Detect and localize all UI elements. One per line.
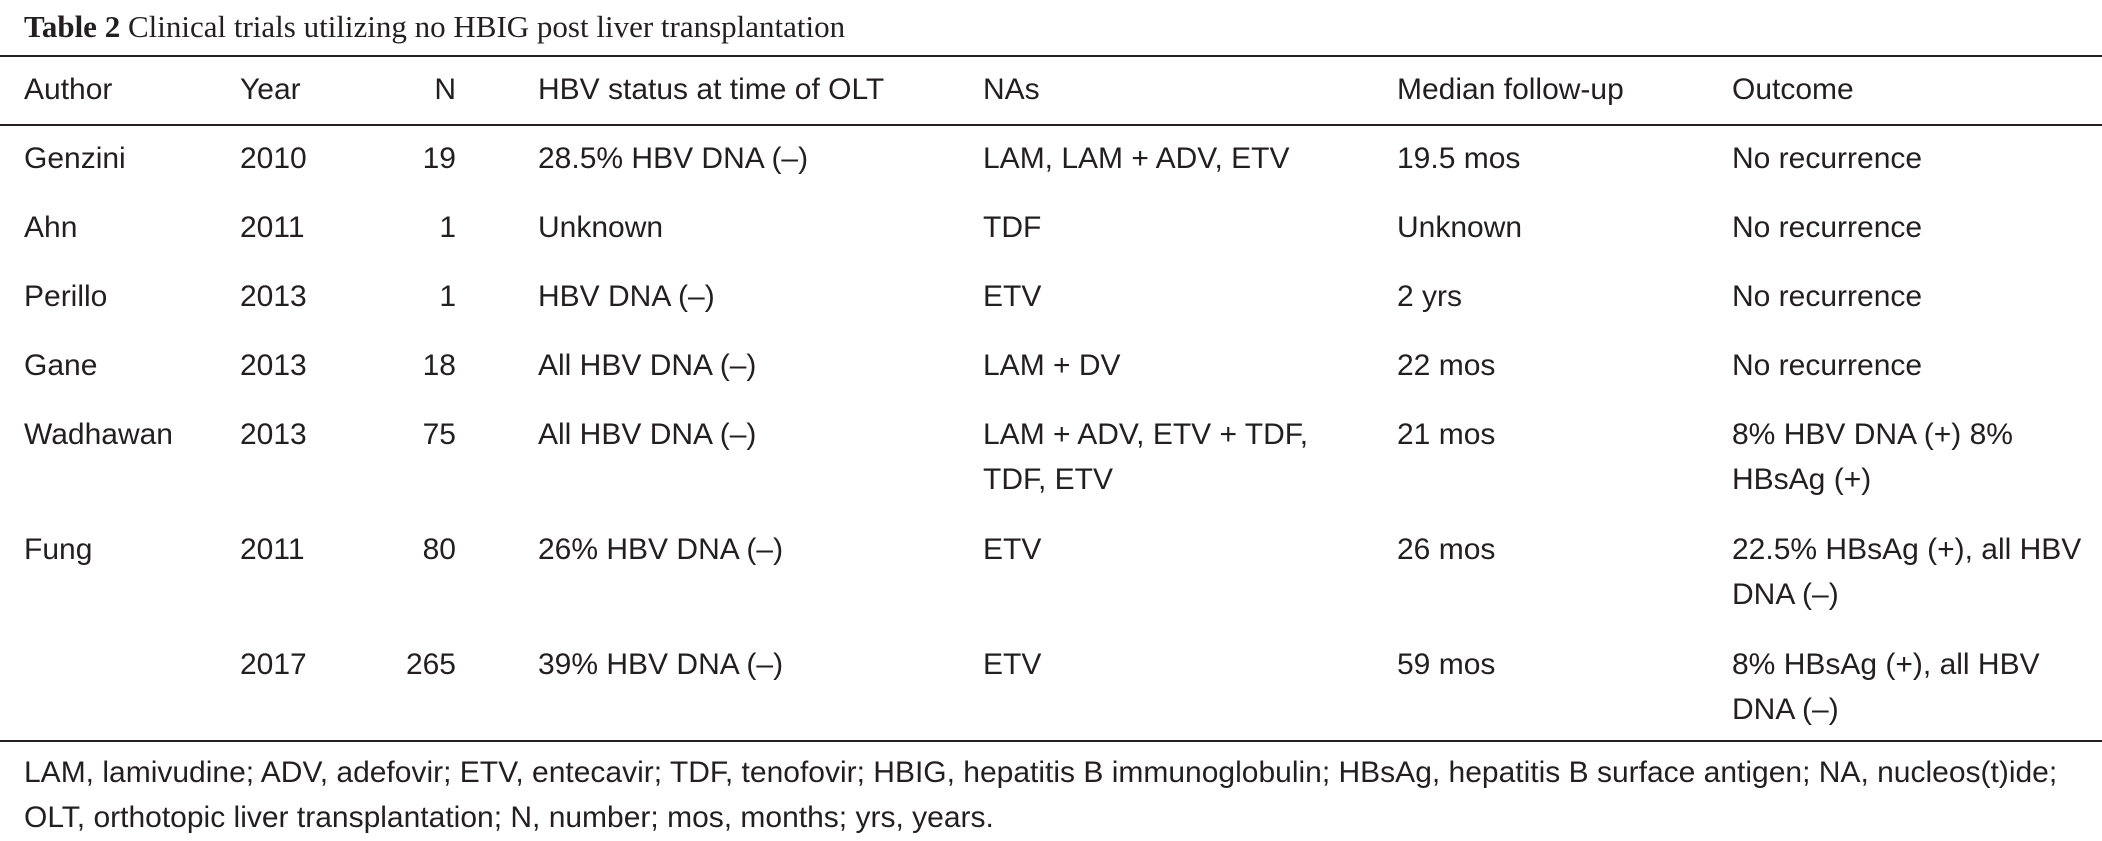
cell-year: 2010 (240, 142, 307, 175)
cell-n: 1 (439, 211, 456, 244)
cell-author: Perillo (24, 280, 108, 313)
cell-nas: ETV (983, 533, 1042, 566)
table-footnote: LAM, lamivudine; ADV, adefovir; ETV, ent… (24, 756, 2058, 834)
cell-author: Ahn (24, 211, 78, 244)
cell-hbv-status: All HBV DNA (–) (538, 418, 757, 451)
cell-author: Gane (24, 349, 98, 382)
cell-follow-up: 59 mos (1397, 648, 1496, 681)
cell-follow-up: Unknown (1397, 211, 1523, 244)
cell-nas: LAM + DV (983, 349, 1121, 382)
cell-year: 2011 (240, 211, 305, 244)
cell-author: Wadhawan (24, 418, 173, 451)
cell-outcome: 22.5% HBsAg (+), all HBV DNA (–) (1732, 533, 2082, 611)
cell-nas: TDF (983, 211, 1042, 244)
cell-n: 265 (405, 648, 456, 681)
cell-nas: LAM + ADV, ETV + TDF, TDF, ETV (983, 418, 1309, 496)
cell-hbv-status: 26% HBV DNA (–) (538, 533, 784, 566)
cell-outcome: No recurrence (1732, 349, 1923, 382)
cell-hbv-status: Unknown (538, 211, 664, 244)
cell-outcome: No recurrence (1732, 142, 1923, 175)
cell-follow-up: 21 mos (1397, 418, 1496, 451)
cell-follow-up: 26 mos (1397, 533, 1496, 566)
cell-year: 2013 (240, 418, 307, 451)
cell-follow-up: 22 mos (1397, 349, 1496, 382)
cell-year: 2013 (240, 349, 307, 382)
cell-follow-up: 19.5 mos (1397, 142, 1521, 175)
cell-year: 2017 (240, 648, 307, 681)
cell-n: 80 (422, 533, 456, 566)
cell-author: Genzini (24, 142, 126, 175)
cell-year: 2011 (240, 533, 305, 566)
cell-follow-up: 2 yrs (1397, 280, 1463, 313)
cell-nas: LAM, LAM + ADV, ETV (983, 142, 1290, 175)
cell-hbv-status: 39% HBV DNA (–) (538, 648, 784, 681)
cell-hbv-status: All HBV DNA (–) (538, 349, 757, 382)
cell-hbv-status: HBV DNA (–) (538, 280, 715, 313)
cell-nas: ETV (983, 648, 1042, 681)
cell-n: 19 (422, 142, 456, 175)
cell-outcome: 8% HBsAg (+), all HBV DNA (–) (1732, 648, 2040, 726)
header-nas: NAs (983, 73, 1040, 106)
header-rule (0, 124, 2102, 126)
cell-n: 18 (422, 349, 456, 382)
top-rule (0, 55, 2102, 57)
cell-n: 1 (439, 280, 456, 313)
cell-hbv-status: 28.5% HBV DNA (–) (538, 142, 809, 175)
cell-outcome: 8% HBV DNA (+) 8% HBsAg (+) (1732, 418, 2013, 496)
table-caption: Table 2 Clinical trials utilizing no HBI… (24, 6, 845, 48)
cell-author: Fung (24, 533, 93, 566)
table-label: Table 2 (24, 9, 121, 44)
header-follow-up: Median follow-up (1397, 73, 1624, 106)
table-title: Clinical trials utilizing no HBIG post l… (127, 9, 846, 44)
header-author: Author (24, 73, 113, 106)
cell-outcome: No recurrence (1732, 211, 1923, 244)
header-outcome: Outcome (1732, 73, 1854, 106)
header-year: Year (240, 73, 301, 106)
header-hbv-status: HBV status at time of OLT (538, 73, 885, 106)
header-n: N (434, 73, 456, 106)
cell-n: 75 (422, 418, 456, 451)
cell-outcome: No recurrence (1732, 280, 1923, 313)
bottom-rule (0, 740, 2102, 742)
cell-year: 2013 (240, 280, 307, 313)
cell-nas: ETV (983, 280, 1042, 313)
